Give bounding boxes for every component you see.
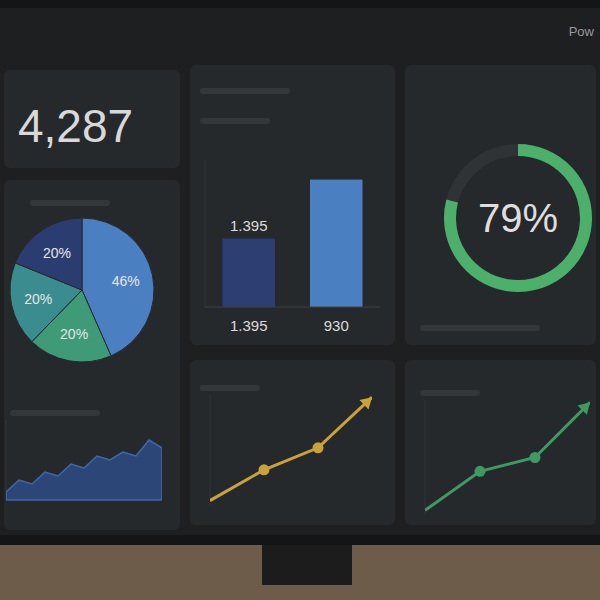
panel bbox=[405, 65, 596, 345]
placeholder-caption bbox=[10, 410, 100, 416]
placeholder-caption bbox=[420, 325, 510, 331]
panel bbox=[405, 360, 596, 525]
arrow-head bbox=[359, 397, 372, 409]
data-label: 20% bbox=[60, 326, 88, 342]
placeholder-caption bbox=[420, 325, 540, 331]
axis-line bbox=[6, 420, 7, 500]
gauge-track bbox=[450, 150, 586, 286]
panel bbox=[190, 360, 395, 525]
panel bbox=[4, 180, 180, 530]
arrow-head bbox=[578, 402, 590, 414]
marker bbox=[259, 464, 270, 475]
data-label: 20% bbox=[43, 245, 71, 261]
placeholder-caption bbox=[200, 385, 260, 391]
screen bbox=[0, 8, 600, 535]
plot-marks bbox=[210, 397, 372, 500]
line bbox=[425, 402, 590, 510]
x-tick-label: 1.395 bbox=[230, 317, 268, 334]
page: Pow 4,287 46% 20% 20% 20% 1.395 1.395 930 79% bbox=[0, 0, 600, 600]
marker bbox=[475, 466, 486, 477]
panel bbox=[190, 65, 395, 345]
axis-line bbox=[210, 395, 211, 505]
panel bbox=[4, 70, 180, 168]
gauge-arc bbox=[450, 150, 586, 286]
data-label: 1.395 bbox=[230, 217, 268, 234]
monitor-stand bbox=[262, 545, 352, 585]
data-label: 46% bbox=[112, 273, 140, 289]
axis-line bbox=[425, 400, 426, 515]
placeholder-caption bbox=[200, 118, 270, 124]
placeholder-caption bbox=[200, 88, 290, 94]
marker bbox=[313, 442, 324, 453]
kpi-value: 4,287 bbox=[18, 100, 133, 152]
placeholder-caption bbox=[420, 390, 480, 396]
axis-line bbox=[205, 160, 206, 307]
plot-marks bbox=[223, 180, 363, 307]
data-label: 20% bbox=[24, 291, 52, 307]
plot-marks bbox=[6, 440, 162, 500]
monitor-bezel bbox=[0, 0, 600, 545]
line bbox=[210, 397, 372, 500]
brand: Pow bbox=[569, 24, 595, 39]
plot-marks bbox=[425, 402, 590, 510]
pie-slice bbox=[15, 218, 82, 290]
placeholder-caption bbox=[30, 200, 110, 206]
bar bbox=[223, 239, 276, 307]
gauge-label: 79% bbox=[478, 196, 558, 240]
desk bbox=[0, 0, 600, 600]
bar bbox=[310, 180, 363, 307]
marker bbox=[530, 452, 541, 463]
area bbox=[6, 440, 162, 500]
x-tick-label: 930 bbox=[324, 317, 349, 334]
baseline bbox=[205, 307, 380, 308]
